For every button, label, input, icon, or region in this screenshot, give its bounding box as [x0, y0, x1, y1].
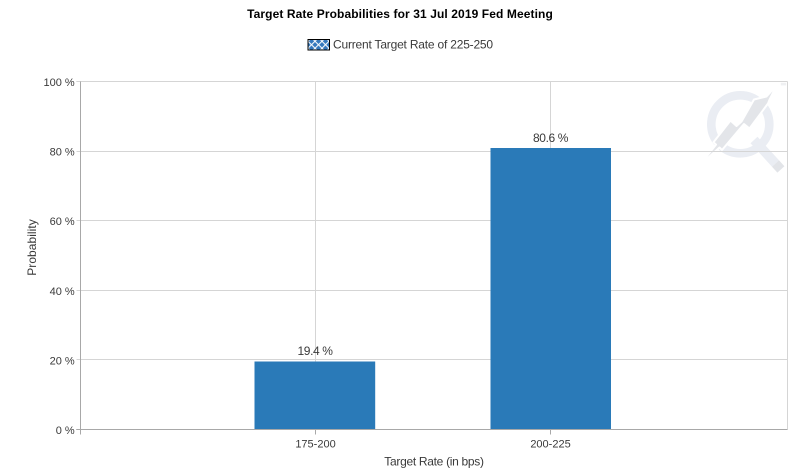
- svg-text:80.6 %: 80.6 %: [533, 131, 569, 145]
- svg-text:Target Rate (in bps): Target Rate (in bps): [384, 455, 484, 469]
- svg-text:Probability: Probability: [25, 219, 39, 276]
- svg-text:60 %: 60 %: [50, 216, 75, 228]
- svg-text:175-200: 175-200: [295, 438, 335, 450]
- svg-text:Current Target Rate of 225-250: Current Target Rate of 225-250: [333, 38, 493, 52]
- svg-text:100 %: 100 %: [43, 77, 74, 89]
- svg-text:20 %: 20 %: [50, 355, 75, 367]
- svg-text:80 %: 80 %: [50, 147, 75, 159]
- svg-text:40 %: 40 %: [50, 286, 75, 298]
- svg-text:19.4 %: 19.4 %: [298, 344, 334, 358]
- svg-text:0 %: 0 %: [56, 425, 75, 437]
- svg-text:200-225: 200-225: [530, 438, 570, 450]
- svg-text:Target Rate Probabilities for: Target Rate Probabilities for 31 Jul 201…: [247, 7, 553, 21]
